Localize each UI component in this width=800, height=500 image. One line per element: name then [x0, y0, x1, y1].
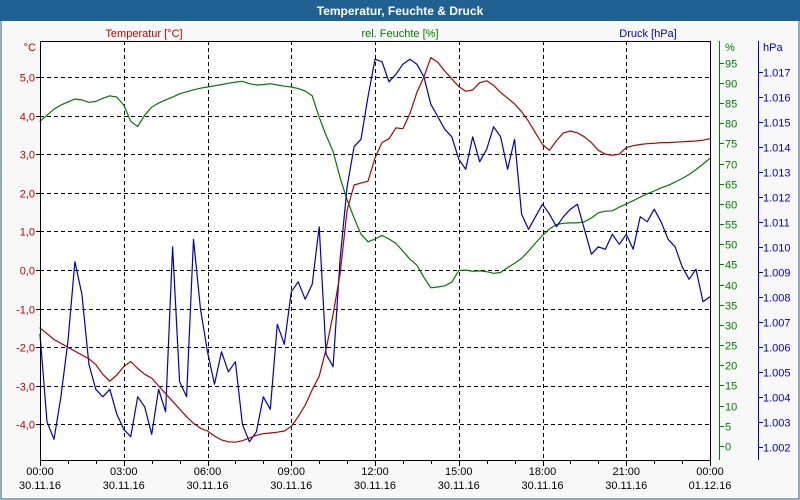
temp-tick-label: 3,0: [20, 150, 35, 162]
pressure-tick-label: 1.011: [763, 218, 790, 230]
time-tick-label: 06:00: [194, 466, 222, 478]
window-titlebar: [0, 0, 800, 21]
time-tick-label: 12:00: [361, 466, 389, 478]
date-tick-label: 01.12.16: [689, 480, 732, 492]
humidity-tick-label: 80: [725, 119, 737, 131]
temp-tick-label: -2,0: [16, 343, 35, 355]
date-tick-label: 30.11.16: [521, 480, 563, 492]
pressure-tick-label: 1.002: [763, 443, 791, 455]
pressure-tick-label: 1.003: [763, 418, 791, 430]
temp-tick-label: 4,0: [20, 112, 35, 124]
humidity-tick-label: 50: [725, 240, 737, 252]
humidity-tick-label: 65: [725, 180, 737, 192]
humidity-tick-label: 45: [725, 260, 737, 272]
pressure-tick-label: 1.014: [763, 143, 791, 155]
pressure-series-line: [39, 58, 711, 443]
date-tick-label: 30.11.16: [354, 480, 396, 492]
humidity-tick-label: 70: [725, 160, 737, 172]
humidity-tick-label: 25: [725, 341, 737, 353]
humidity-tick-label: 15: [725, 381, 737, 393]
humidity-tick-label: 10: [725, 402, 737, 414]
plot-area: [40, 41, 710, 460]
temp-tick-label: -4,0: [16, 420, 35, 432]
window-title: Temperatur, Feuchte & Druck: [317, 4, 484, 18]
time-tick-label: 00:00: [696, 466, 724, 478]
pressure-tick-label: 1.009: [763, 268, 791, 280]
humidity-tick-label: 35: [725, 301, 737, 313]
humidity-tick-label: 60: [725, 200, 737, 212]
temp-tick-label: 2,0: [20, 189, 35, 201]
date-tick-label: 30.11.16: [270, 480, 312, 492]
temp-tick-label: 5,0: [20, 73, 35, 85]
pressure-tick-label: 1.008: [763, 293, 791, 305]
time-tick-label: 15:00: [445, 466, 473, 478]
temp-tick-label: -3,0: [16, 382, 35, 394]
date-tick-label: 30.11.16: [186, 480, 228, 492]
temp-tick-label: 0,0: [20, 266, 35, 278]
pressure-tick-label: 1.005: [763, 368, 791, 380]
humidity-tick-label: 85: [725, 99, 737, 111]
humidity-tick-label: 95: [725, 59, 737, 71]
time-tick-label: 18:00: [529, 466, 557, 478]
humidity-tick-label: 5: [725, 422, 731, 434]
humidity-tick-label: 0: [725, 442, 731, 454]
temperature-series-line: [39, 56, 711, 443]
legend-humidity: rel. Feuchte [%]: [361, 28, 438, 40]
date-tick-label: 30.11.16: [19, 480, 61, 492]
pressure-tick-label: 1.007: [763, 318, 791, 330]
time-tick-label: 03:00: [110, 466, 138, 478]
humidity-tick-label: 75: [725, 139, 737, 151]
humidity-tick-label: 20: [725, 361, 737, 373]
legend-temperature: Temperatur [°C]: [105, 28, 182, 40]
humidity-tick-label: 90: [725, 79, 737, 91]
pressure-tick-label: 1.015: [763, 118, 791, 130]
temp-tick-label: -1,0: [16, 305, 35, 317]
humidity-tick-label: 40: [725, 281, 737, 293]
humidity-tick-label: 30: [725, 321, 737, 333]
pressure-tick-label: 1.004: [763, 393, 791, 405]
time-tick-label: 00:00: [26, 466, 54, 478]
pressure-tick-label: 1.006: [763, 343, 791, 355]
pressure-tick-label: 1.017: [763, 68, 791, 80]
time-tick-label: 09:00: [277, 466, 305, 478]
humidity-tick-label: 55: [725, 220, 737, 232]
temp-tick-label: 1,0: [20, 227, 35, 239]
temperature-axis-unit: °C: [24, 42, 36, 54]
date-tick-label: 30.11.16: [605, 480, 647, 492]
pressure-tick-label: 1.012: [763, 193, 791, 205]
pressure-tick-label: 1.013: [763, 168, 791, 180]
pressure-tick-label: 1.016: [763, 93, 791, 105]
humidity-series-line: [39, 80, 711, 289]
time-tick-label: 21:00: [612, 466, 640, 478]
pressure-tick-label: 1.010: [763, 243, 791, 255]
pressure-axis-unit: hPa: [763, 42, 783, 54]
legend-pressure: Druck [hPa]: [619, 28, 676, 40]
date-tick-label: 30.11.16: [103, 480, 145, 492]
date-tick-label: 30.11.16: [438, 480, 480, 492]
humidity-axis-unit: %: [725, 42, 735, 54]
